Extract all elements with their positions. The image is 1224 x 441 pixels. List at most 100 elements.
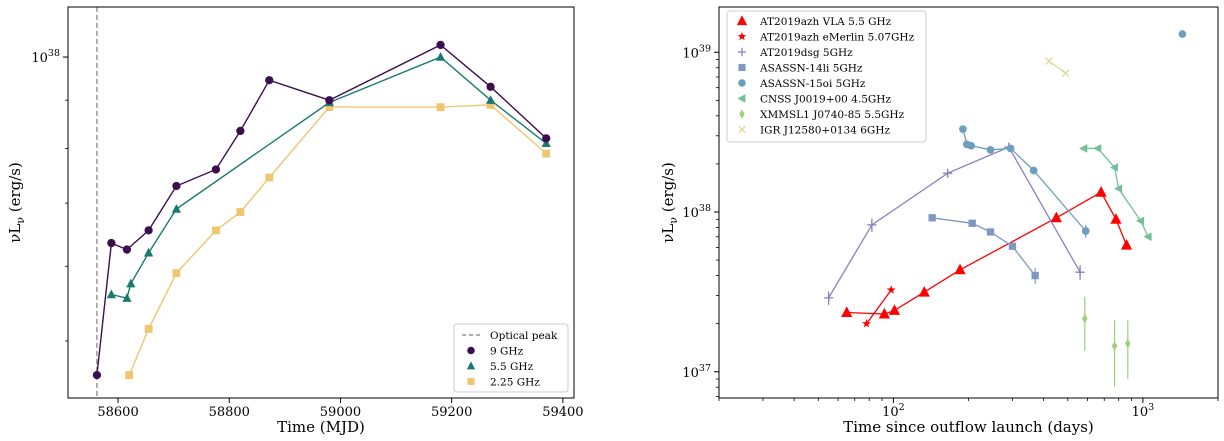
right-panel: 102 103 1037 1038 1039 Time since outflow lau… — [659, 6, 1219, 436]
data-point — [1143, 232, 1152, 242]
legend-label: 5.5 GHz — [490, 361, 534, 373]
data-point — [1006, 144, 1015, 153]
y-axis-label: νLν (erg/s) — [6, 162, 27, 243]
legend-label: XMMSL1 J0740-85 5.5GHz — [760, 109, 905, 121]
data-point — [967, 141, 976, 150]
data-point — [542, 134, 551, 143]
series-asassn-15oi-5ghz — [959, 125, 1090, 238]
series-line — [128, 104, 547, 376]
legend-swatch — [467, 377, 475, 386]
data-point — [236, 208, 245, 216]
data-point — [986, 145, 995, 154]
data-point — [968, 219, 976, 227]
data-point — [171, 203, 182, 213]
series-9-ghz — [92, 40, 551, 380]
legend: AT2019azh VLA 5.5 GHz AT2019azh eMerlin 5… — [726, 10, 927, 143]
data-point — [122, 245, 132, 254]
x-axis-label: Time (MJD) — [277, 418, 365, 436]
data-point — [1110, 213, 1122, 224]
data-point — [541, 138, 551, 148]
x-tick-label: 59000 — [320, 405, 361, 420]
y-tick-label: 1037 — [682, 363, 711, 381]
legend-label: CNSS J0019+00 4.5GHz — [760, 94, 891, 106]
series-asassn-14li-5ghz — [928, 214, 1039, 284]
data-point — [325, 103, 334, 112]
data-point — [1075, 267, 1085, 277]
y-tick-label: 1038 — [31, 48, 60, 66]
data-point — [126, 278, 136, 288]
data-point — [1135, 216, 1145, 226]
data-point — [1120, 239, 1133, 250]
series-at2019azh-vla-5-5-ghz — [841, 186, 1133, 319]
data-point — [265, 76, 274, 85]
data-point — [824, 293, 834, 303]
data-point — [485, 95, 496, 104]
series-at2019azh-emerlin-5-07ghz — [861, 285, 896, 328]
legend-swatch — [739, 109, 745, 119]
axes-frame — [67, 6, 575, 399]
data-point — [1029, 166, 1038, 175]
legend-swatch — [467, 346, 475, 355]
legend-swatch — [738, 79, 746, 87]
x-tick-label: 59400 — [542, 405, 583, 420]
data-point — [918, 285, 930, 297]
data-point — [211, 226, 220, 235]
data-point — [1079, 144, 1088, 153]
data-point — [325, 96, 334, 105]
legend-label: AT2019dsg 5GHz — [759, 47, 853, 59]
data-point — [943, 168, 953, 178]
y-tick-label: 1039 — [682, 43, 711, 61]
legend-swatch — [737, 94, 746, 103]
x-tick-label: 103 — [1132, 402, 1155, 420]
data-point — [861, 318, 871, 328]
legend-swatch — [738, 125, 746, 134]
legend-label: AT2019azh VLA 5.5 GHz — [759, 16, 892, 28]
series-xmmsl1-j0740-85-5-5ghz — [1082, 296, 1131, 388]
data-point — [1061, 69, 1070, 78]
data-point — [954, 263, 966, 275]
data-point — [1095, 186, 1107, 197]
data-point — [211, 165, 221, 174]
legend-label: IGR J12580+0134 6GHz — [760, 125, 890, 137]
data-point — [1050, 211, 1062, 223]
legend-swatch — [738, 63, 746, 72]
x-tick-label: 102 — [882, 402, 905, 420]
legend-label: 2.25 GHz — [490, 377, 540, 389]
data-point — [144, 226, 153, 235]
data-point — [486, 100, 495, 109]
legend-swatch — [737, 31, 747, 41]
series-5-5-ghz — [106, 51, 551, 302]
x-tick-label: 59200 — [431, 405, 472, 420]
data-point — [928, 214, 936, 222]
axes-frame — [718, 6, 1219, 399]
legend-swatch — [466, 361, 476, 370]
legend-swatch — [736, 15, 748, 26]
data-point — [841, 306, 853, 317]
data-point — [265, 173, 274, 182]
legend-box — [726, 10, 927, 143]
data-point — [1031, 271, 1039, 280]
data-point — [886, 285, 896, 294]
series-2-25-ghz — [125, 100, 551, 380]
legend-label: AT2019azh eMerlin 5.07GHz — [759, 32, 915, 44]
data-point — [144, 324, 153, 333]
data-point — [172, 181, 181, 191]
data-point — [122, 293, 132, 302]
data-point — [1125, 338, 1131, 349]
data-point — [986, 228, 995, 236]
legend-label: Optical peak — [490, 330, 558, 342]
data-point — [92, 370, 102, 380]
legend-label: ASASSN-15oi 5GHz — [759, 78, 866, 90]
x-tick-label: 58600 — [97, 405, 138, 420]
data-point — [435, 51, 446, 61]
series-cnss-j0019-00-4-5ghz — [1079, 144, 1152, 242]
data-point — [172, 269, 181, 278]
legend: Optical peak 9 GHz 5.5 GHz 2.25 GHz — [453, 323, 569, 393]
data-point — [125, 371, 134, 380]
data-point — [1081, 227, 1090, 235]
y-axis-label: νLν (erg/s) — [659, 162, 680, 243]
data-point — [236, 126, 245, 136]
y-tick-label: 1038 — [682, 203, 711, 221]
data-point — [1093, 144, 1102, 153]
